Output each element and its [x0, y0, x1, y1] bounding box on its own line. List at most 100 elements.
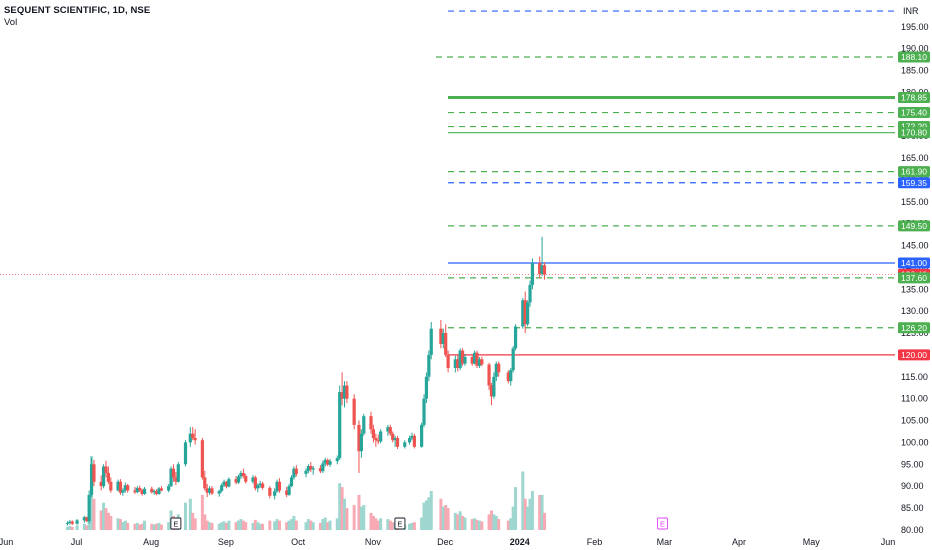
earnings-event-box: [657, 517, 668, 530]
candle-body: [379, 431, 383, 442]
candle-body: [227, 479, 231, 487]
candle-body: [294, 468, 298, 474]
volume-bar: [205, 520, 209, 530]
candle-body: [68, 521, 72, 523]
candle-body: [475, 352, 479, 366]
candle-body: [424, 376, 429, 399]
volume-bar: [261, 523, 265, 530]
candle-body: [292, 468, 296, 478]
volume-bar: [82, 523, 86, 530]
candle-body: [506, 372, 510, 382]
volume-bar: [251, 522, 255, 530]
volume-bar: [239, 519, 243, 530]
volume-bar: [273, 521, 277, 530]
volume-bar: [362, 505, 366, 530]
volume-bar: [133, 523, 137, 530]
candle-body: [393, 438, 397, 441]
x-tick-label: Jun: [0, 537, 13, 547]
y-tick-label: 195.00: [901, 22, 929, 32]
candle-body: [470, 357, 474, 364]
volume-bar: [422, 502, 426, 530]
candle-body: [309, 466, 313, 470]
candle-body: [167, 486, 171, 491]
volume-bar: [429, 491, 433, 530]
volume-bar: [427, 497, 431, 530]
volume-bar: [222, 521, 226, 530]
y-tick-label: 85.00: [901, 503, 924, 513]
candle-body: [210, 488, 214, 494]
volume-bar: [256, 522, 260, 530]
y-tick-label: 115.00: [901, 372, 928, 382]
candle-body: [191, 433, 195, 439]
candle-body: [388, 427, 392, 434]
candle-body: [154, 490, 159, 495]
volume-bar: [359, 506, 363, 530]
volume-bar: [75, 525, 79, 530]
volume-bar: [420, 517, 424, 530]
candle-body: [526, 302, 530, 325]
volume-bar: [70, 526, 74, 530]
volume-bar: [497, 519, 501, 530]
candle-body: [403, 442, 407, 447]
candle-body: [261, 483, 265, 488]
candle-body: [357, 424, 361, 452]
candle-body: [109, 481, 113, 491]
volume-bar: [391, 522, 395, 530]
volume-bars: [65, 455, 546, 530]
y-tick-label: 90.00: [901, 481, 924, 491]
volume-bar: [379, 518, 383, 530]
candle-body: [121, 490, 125, 493]
volume-bar: [371, 515, 375, 530]
volume-bar: [167, 522, 171, 530]
candle-body: [142, 488, 147, 495]
earnings-event-box: [394, 517, 406, 530]
volume-bar: [290, 519, 294, 530]
x-tick-label: Oct: [291, 537, 306, 547]
price-tag-label: 141.00: [901, 258, 927, 268]
volume-bar: [487, 514, 491, 530]
candle-body: [234, 479, 238, 483]
x-tick-label: Jun: [881, 537, 896, 547]
earnings-event-label: E: [397, 520, 402, 529]
volume-bar: [521, 471, 525, 530]
candle-body: [244, 476, 248, 482]
volume-bar: [410, 522, 414, 530]
candle-body: [456, 359, 460, 369]
candle-body: [395, 438, 400, 447]
candle-body: [530, 263, 535, 285]
candle-body: [275, 481, 279, 492]
price-tag-label: 170.80: [901, 128, 927, 138]
candle-body: [87, 494, 91, 522]
volume-bar: [244, 522, 248, 530]
currency-label: INR: [903, 6, 919, 16]
volume-bar: [140, 523, 144, 530]
x-tick-label: Apr: [732, 537, 746, 547]
candle-body: [104, 466, 108, 474]
candle-body: [138, 487, 142, 491]
candle-body: [328, 461, 332, 465]
y-tick-label: 100.00: [901, 437, 929, 447]
volume-bar: [258, 523, 262, 530]
y-tick-label: 145.00: [901, 241, 929, 251]
earnings-event-box: [170, 517, 182, 530]
price-tag: [898, 127, 930, 139]
price-tag: [898, 257, 930, 269]
candle-body: [386, 427, 390, 432]
y-tick-label: 80.00: [901, 525, 924, 535]
volume-bar: [369, 512, 373, 530]
candle-body: [306, 466, 310, 471]
volume-bar: [126, 522, 130, 530]
candle-body: [277, 481, 282, 491]
volume-bar: [152, 524, 156, 530]
candle-body: [489, 385, 494, 397]
price-tag: [898, 166, 930, 178]
candle-body: [205, 488, 209, 493]
candle-body: [258, 483, 262, 486]
volume-bar: [461, 515, 465, 530]
volume-bar: [511, 506, 515, 530]
candle-body: [444, 333, 448, 355]
volume-bar: [323, 517, 327, 530]
volume-bar: [530, 491, 534, 530]
